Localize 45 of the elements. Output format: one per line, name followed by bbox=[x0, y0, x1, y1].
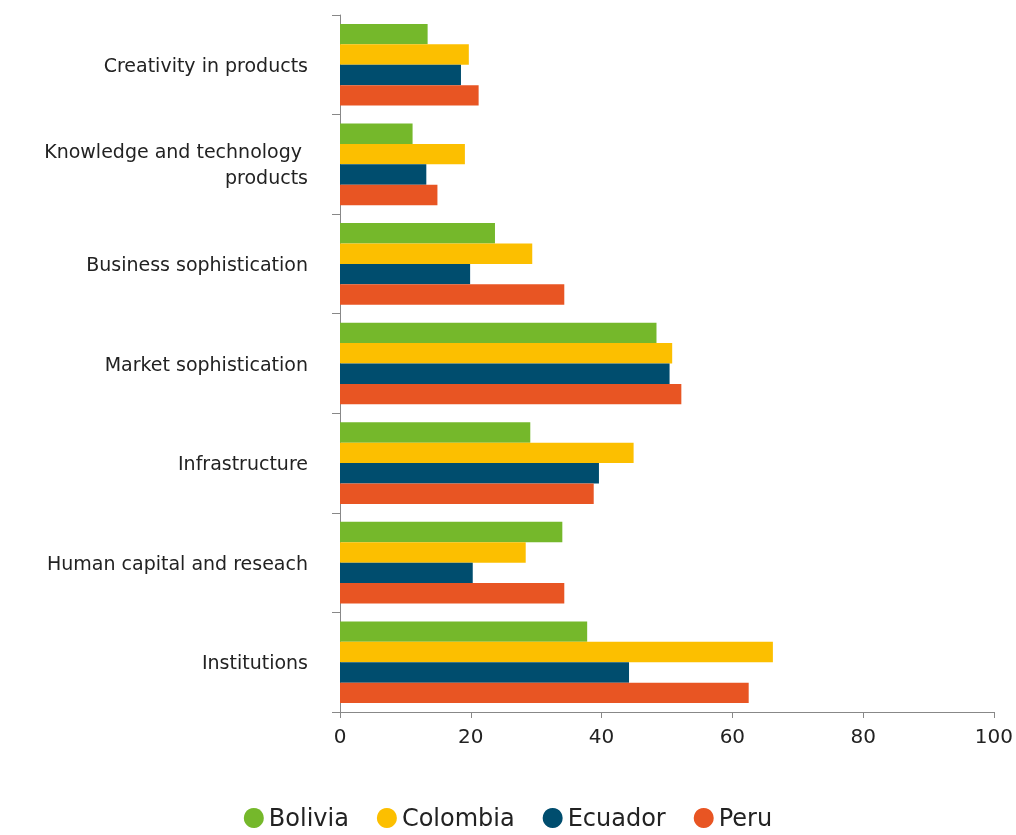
bar bbox=[340, 463, 599, 484]
bar bbox=[340, 682, 749, 704]
bar bbox=[340, 383, 682, 405]
bar bbox=[340, 44, 469, 65]
bar bbox=[340, 343, 673, 364]
x-tick-label: 0 bbox=[333, 724, 347, 748]
legend-label: Peru bbox=[718, 804, 773, 832]
bar bbox=[340, 23, 428, 45]
bar bbox=[340, 284, 565, 305]
bar bbox=[340, 263, 471, 285]
bar bbox=[340, 164, 427, 185]
legend-label: Bolivia bbox=[268, 804, 349, 832]
y-tick-label: Institutions bbox=[201, 651, 308, 674]
legend-label: Colombia bbox=[401, 804, 515, 832]
bar bbox=[340, 143, 465, 165]
bar bbox=[340, 322, 657, 344]
bar bbox=[340, 542, 526, 563]
bar bbox=[340, 562, 473, 584]
bar bbox=[340, 621, 588, 642]
bar bbox=[340, 243, 533, 264]
y-tick-label: Knowledge and technology products bbox=[44, 140, 308, 189]
y-tick-label: Business sophistication bbox=[86, 252, 308, 275]
bar bbox=[340, 123, 413, 144]
bar bbox=[340, 184, 438, 206]
y-tick-label: Infrastructure bbox=[177, 452, 308, 475]
bar bbox=[340, 223, 495, 244]
bar bbox=[340, 442, 634, 464]
bar bbox=[340, 521, 563, 543]
y-tick-label: Human capital and reseach bbox=[47, 551, 308, 574]
y-tick-label: Market sophistication bbox=[104, 352, 308, 375]
bar bbox=[340, 85, 479, 106]
x-tick-label: 100 bbox=[974, 724, 1014, 748]
bar bbox=[340, 363, 670, 384]
bar bbox=[340, 583, 565, 604]
y-tick-label: Creativity in products bbox=[103, 53, 308, 76]
bar bbox=[340, 422, 531, 443]
x-tick-label: 40 bbox=[588, 724, 615, 748]
legend-label: Ecuador bbox=[567, 804, 666, 832]
x-tick-label: 20 bbox=[458, 724, 484, 748]
x-tick-label: 60 bbox=[719, 724, 746, 748]
bar bbox=[340, 641, 773, 663]
bar bbox=[340, 483, 594, 504]
x-tick-label: 80 bbox=[850, 724, 876, 748]
bar bbox=[340, 662, 630, 683]
bar bbox=[340, 64, 461, 86]
